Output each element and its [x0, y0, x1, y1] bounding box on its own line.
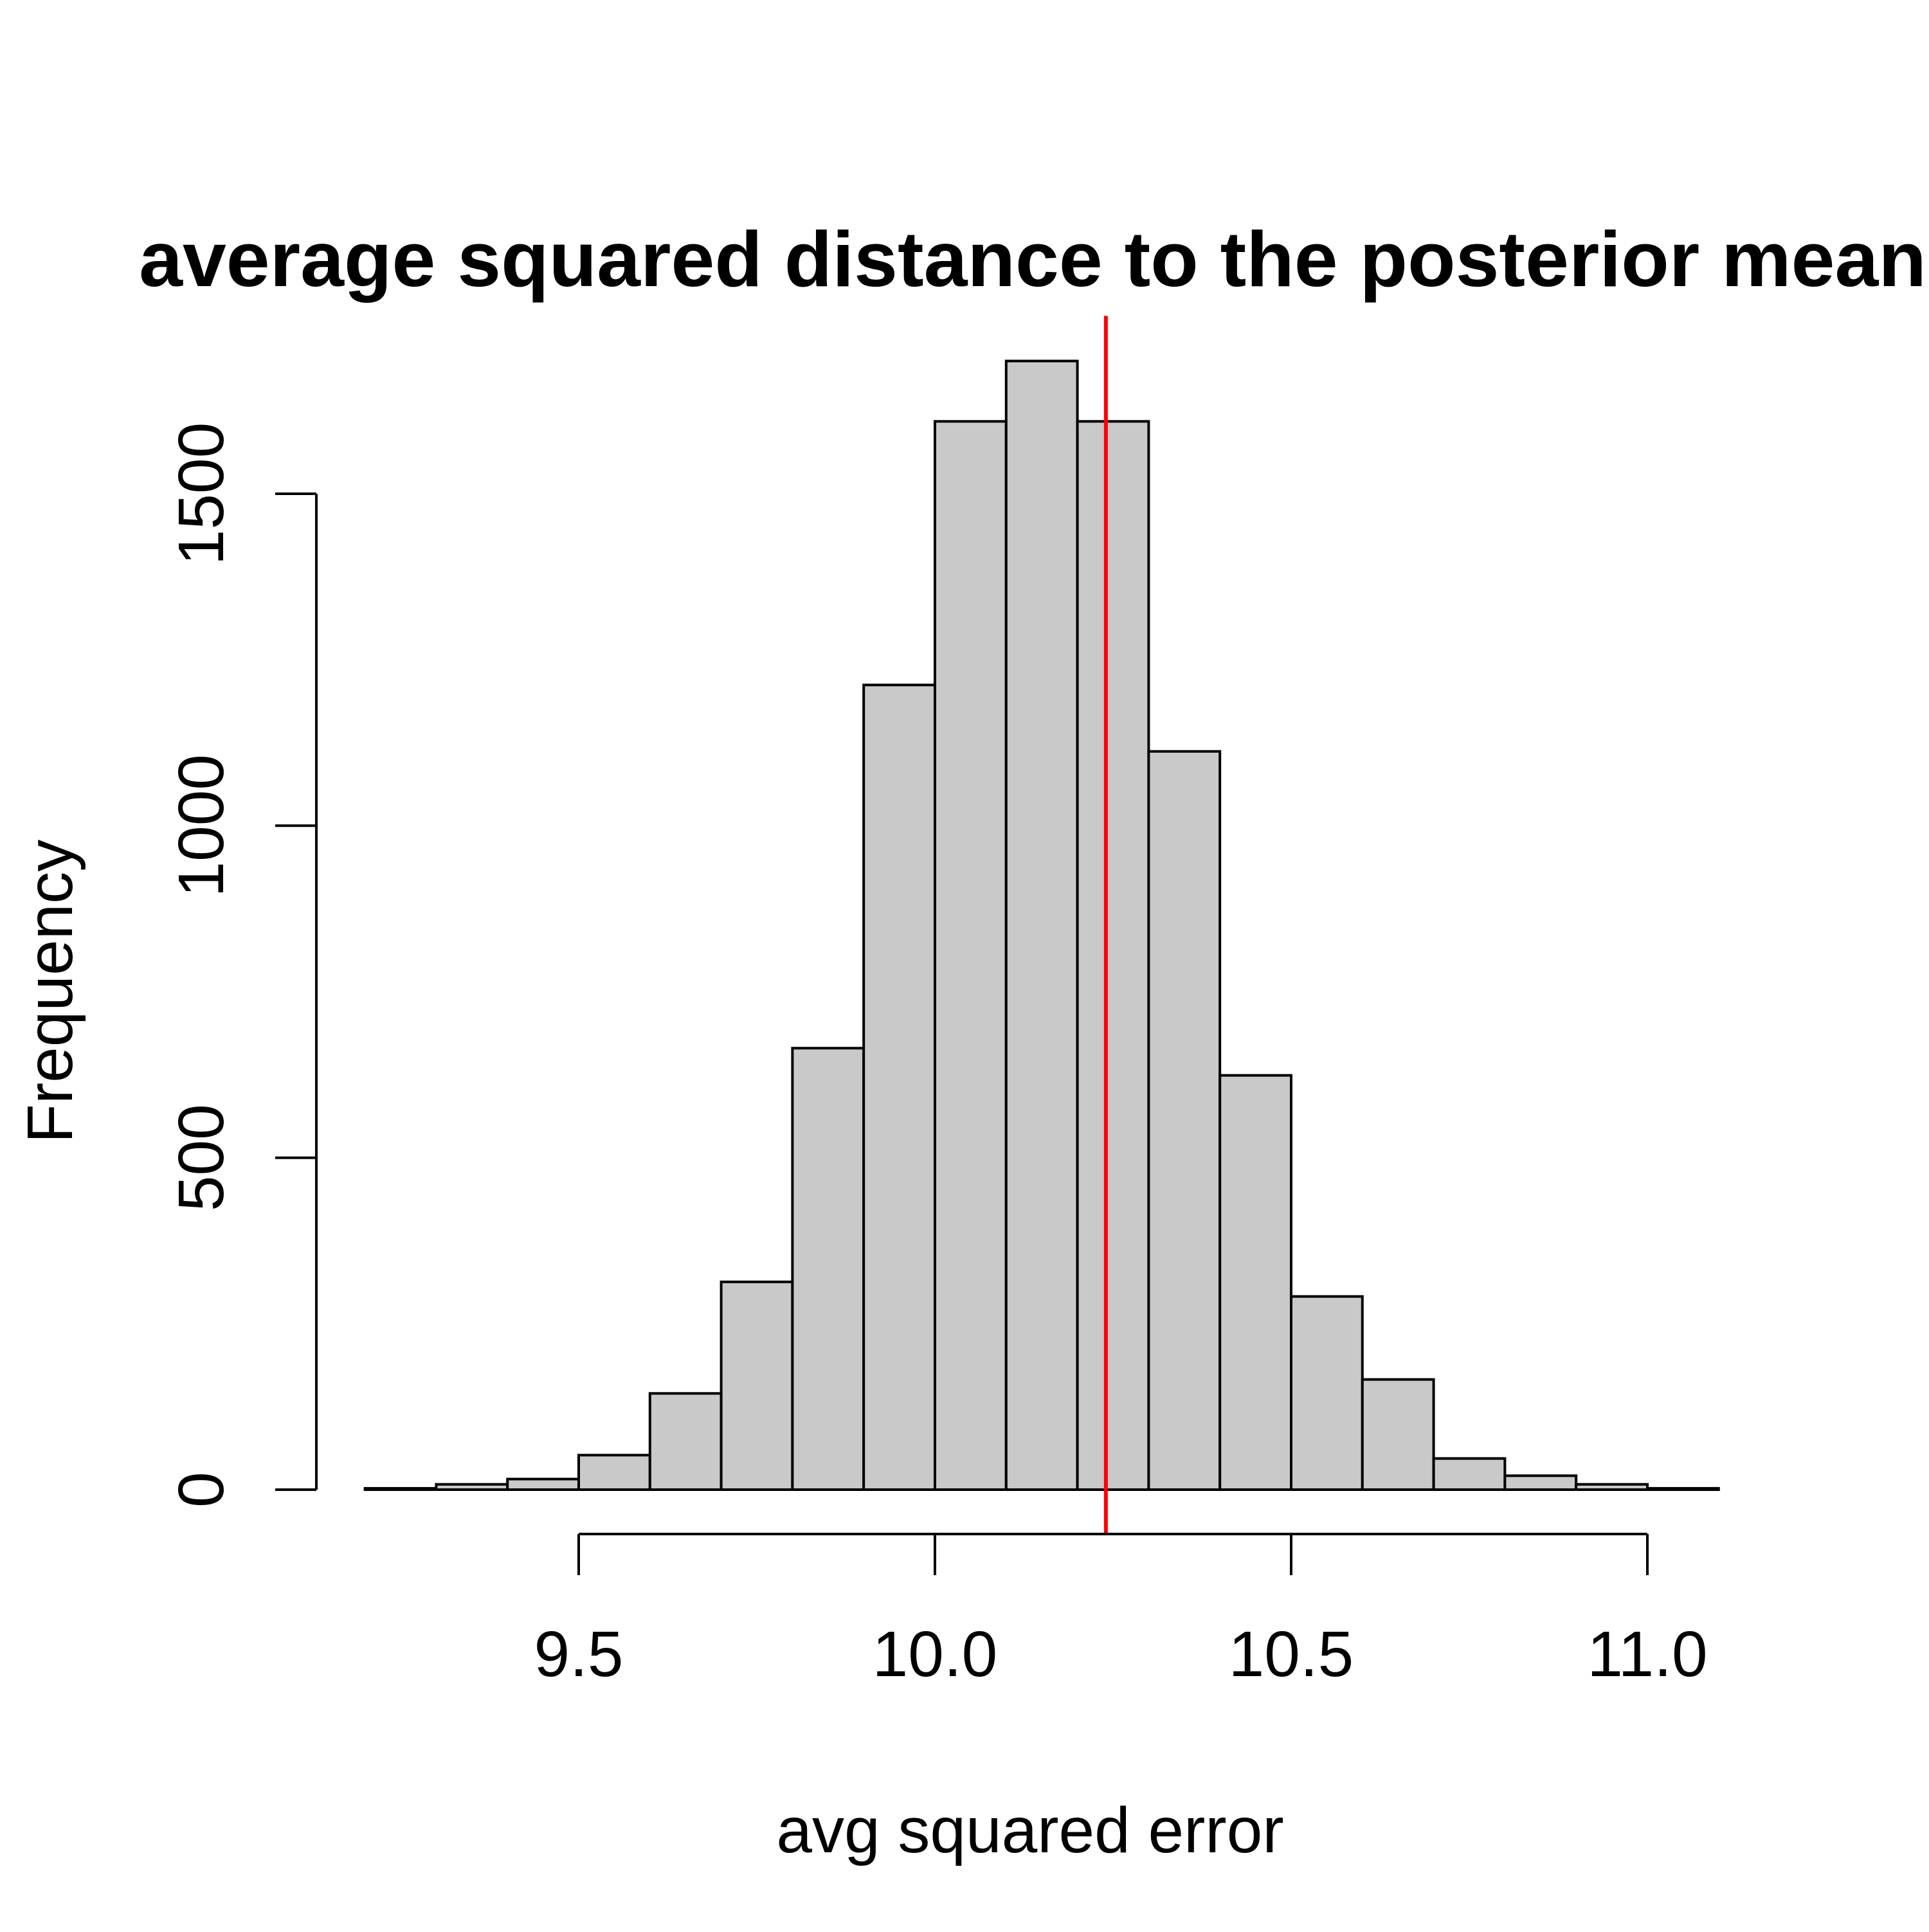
- histogram-bar: [1361, 1378, 1435, 1492]
- histogram-bar: [934, 420, 1008, 1491]
- histogram-bar: [648, 1392, 723, 1492]
- y-axis: 0 500 1000 1500: [165, 422, 318, 1508]
- histogram-bar: [862, 683, 936, 1491]
- histogram-bar: [363, 1486, 438, 1491]
- y-axis-label: Frequency: [14, 840, 86, 1143]
- bars-group: [363, 359, 1720, 1492]
- histogram-bar: [1503, 1474, 1578, 1492]
- histogram-bar: [1004, 359, 1079, 1491]
- histogram-bar: [1432, 1457, 1507, 1491]
- histogram-bar: [1076, 420, 1150, 1491]
- x-tick-label: 11.0: [1587, 1618, 1707, 1690]
- y-tick-label: 500: [165, 1104, 237, 1211]
- x-axis-label: avg squared error: [776, 1794, 1283, 1866]
- histogram-bar: [1575, 1483, 1649, 1491]
- x-tick-label: 10.5: [1229, 1618, 1354, 1690]
- histogram-bar: [1290, 1295, 1364, 1491]
- histogram-bar: [791, 1047, 865, 1492]
- histogram-bar: [720, 1280, 794, 1492]
- x-tick-label: 9.5: [534, 1618, 623, 1690]
- histogram-bar: [506, 1477, 581, 1491]
- histogram-bar: [1147, 750, 1222, 1491]
- x-tick-label: 10.0: [873, 1618, 998, 1690]
- histogram-bar: [1218, 1074, 1292, 1491]
- histogram-bar: [435, 1483, 509, 1491]
- y-tick-label: 1000: [165, 754, 237, 897]
- y-tick-label: 0: [165, 1472, 237, 1508]
- y-tick-label: 1500: [165, 422, 237, 565]
- histogram-bar: [1646, 1486, 1720, 1491]
- x-axis: 9.5 10.0 10.5 11.0: [534, 1533, 1708, 1690]
- chart-title: average squared distance to the posterio…: [139, 215, 1926, 303]
- histogram-bar: [577, 1454, 651, 1492]
